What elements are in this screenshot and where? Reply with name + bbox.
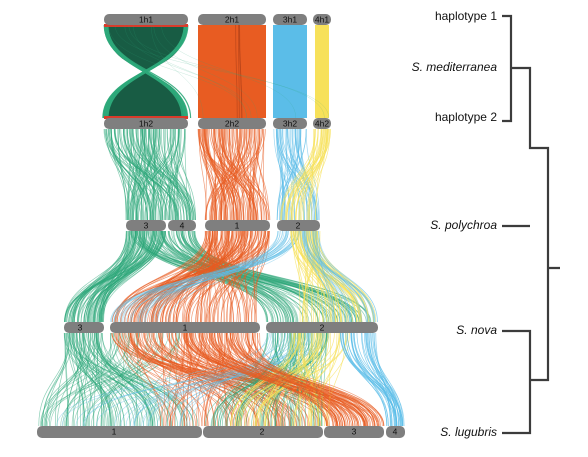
tree-label-s-lugubris: S. lugubris [440,425,497,439]
tree-branches [502,16,560,433]
chromosome-label-1h1: 1h1 [139,14,153,24]
chromosome-label-1h2: 1h2 [139,118,153,128]
chromosome-label-poly-3: 3 [144,220,149,230]
row-s-lugubris: 1 2 3 4 [37,426,405,438]
tree-label-s-mediterranea: S. mediterranea [412,60,498,74]
chromosome-lug-1 [37,426,202,438]
chromosome-label-4h1: 4h1 [315,14,329,24]
ribbon-3h1-3h2 [273,25,307,118]
tree-label-s-nova: S. nova [456,323,497,337]
chromosome-label-poly-1: 1 [235,220,240,230]
tree-label-s-polychroa: S. polychroa [430,218,497,232]
chromosome-label-nova-1: 1 [183,322,188,332]
chromosome-nova-3 [64,322,104,333]
phylogenetic-tree: haplotype 1 S. mediterranea haplotype 2 … [412,9,560,439]
chromosome-label-lug-1: 1 [112,426,117,436]
chromosome-label-2h1: 2h1 [225,14,239,24]
row-haplotype-2: 1h2 2h2 3h2 4h2 [104,118,331,129]
chromosome-label-poly-4: 4 [180,220,185,230]
chromosome-label-nova-2: 2 [320,322,325,332]
chromosome-label-lug-4: 4 [393,426,398,436]
chromosome-label-poly-2: 2 [296,220,301,230]
row-haplotype-1: 1h1 2h1 3h1 4h1 [104,14,331,25]
chromosome-label-lug-3: 3 [352,426,357,436]
row-s-nova: 3 1 2 [64,322,378,333]
chromosome-label-lug-2: 2 [260,426,265,436]
chromosome-label-2h2: 2h2 [225,118,239,128]
chromosome-label-4h2: 4h2 [315,118,329,128]
tree-label-haplotype-2: haplotype 2 [435,110,497,124]
row-s-polychroa: 3 4 1 2 [126,220,320,231]
chromosome-label-3h1: 3h1 [283,14,297,24]
ribbon-2h1-2h2 [198,25,266,118]
chromosome-label-nova-3: 3 [78,322,83,332]
chromosome-label-3h2: 3h2 [283,118,297,128]
tree-label-haplotype-1: haplotype 1 [435,9,497,23]
